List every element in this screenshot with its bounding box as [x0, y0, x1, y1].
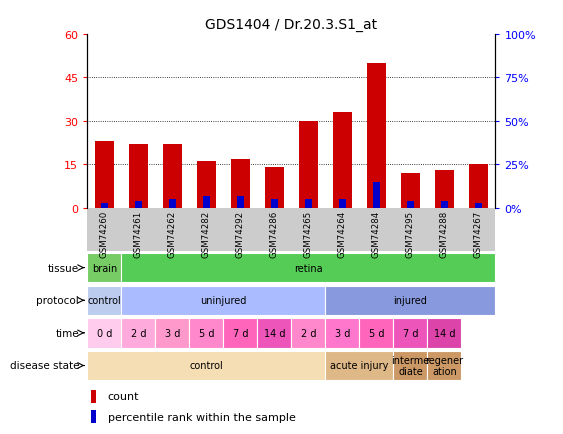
Text: 2 d: 2 d [131, 328, 146, 338]
Bar [406, 201, 414, 208]
Bar [427, 351, 462, 380]
Bar [91, 390, 96, 403]
Bar [121, 286, 325, 315]
Bar [394, 319, 427, 348]
Bar [401, 174, 420, 208]
Text: GSM74260: GSM74260 [100, 210, 109, 258]
Text: GSM74262: GSM74262 [168, 210, 177, 258]
Bar [236, 196, 244, 208]
Bar [87, 319, 121, 348]
Bar [168, 200, 176, 208]
Text: 5 d: 5 d [369, 328, 384, 338]
Text: 3 d: 3 d [164, 328, 180, 338]
Bar [325, 319, 359, 348]
Bar [271, 200, 278, 208]
Text: GSM74264: GSM74264 [338, 210, 347, 258]
Text: retina: retina [294, 263, 323, 273]
Bar [338, 200, 346, 208]
Text: GSM74288: GSM74288 [440, 210, 449, 258]
Title: GDS1404 / Dr.20.3.S1_at: GDS1404 / Dr.20.3.S1_at [205, 18, 377, 32]
Bar [87, 286, 121, 315]
Text: GSM74265: GSM74265 [304, 210, 313, 258]
Text: GSM74292: GSM74292 [236, 210, 245, 257]
Bar [163, 145, 182, 208]
Text: GSM74267: GSM74267 [474, 210, 483, 258]
Bar [299, 122, 318, 208]
Bar [373, 182, 380, 208]
Bar [325, 286, 495, 315]
Bar [441, 201, 448, 208]
Text: protocol: protocol [37, 296, 79, 306]
Bar [257, 319, 292, 348]
Text: 7 d: 7 d [403, 328, 418, 338]
Text: brain: brain [92, 263, 117, 273]
Text: uninjured: uninjured [200, 296, 247, 306]
Text: disease state: disease state [10, 361, 79, 371]
Bar [435, 171, 454, 208]
Bar [155, 319, 189, 348]
Text: tissue: tissue [48, 263, 79, 273]
Bar [427, 319, 462, 348]
Bar [224, 319, 257, 348]
Bar [91, 410, 96, 423]
Text: 5 d: 5 d [199, 328, 214, 338]
Text: count: count [108, 391, 139, 401]
Text: GSM74282: GSM74282 [202, 210, 211, 258]
Text: 0 d: 0 d [97, 328, 112, 338]
Bar [305, 200, 312, 208]
Text: time: time [56, 328, 79, 338]
Bar [121, 319, 155, 348]
Text: GSM74284: GSM74284 [372, 210, 381, 258]
Text: GSM74295: GSM74295 [406, 210, 415, 257]
Text: interme
diate: interme diate [391, 355, 430, 376]
Bar [292, 319, 325, 348]
Text: percentile rank within the sample: percentile rank within the sample [108, 412, 296, 421]
Text: control: control [87, 296, 121, 306]
Text: GSM74261: GSM74261 [134, 210, 143, 258]
Text: 3 d: 3 d [334, 328, 350, 338]
Bar [87, 253, 121, 283]
Bar [129, 145, 148, 208]
Text: injured: injured [394, 296, 427, 306]
Bar [359, 319, 394, 348]
Text: 14 d: 14 d [434, 328, 455, 338]
Bar [95, 142, 114, 208]
Text: 14 d: 14 d [263, 328, 285, 338]
Bar [203, 196, 210, 208]
Bar [231, 159, 249, 208]
Text: 7 d: 7 d [233, 328, 248, 338]
Bar [475, 203, 482, 208]
Text: acute injury: acute injury [330, 361, 388, 371]
Text: GSM74286: GSM74286 [270, 210, 279, 258]
Text: 2 d: 2 d [301, 328, 316, 338]
Bar [325, 351, 394, 380]
Bar [189, 319, 224, 348]
Bar [135, 201, 142, 208]
Text: regener
ation: regener ation [426, 355, 463, 376]
Bar [333, 113, 352, 208]
Bar [367, 64, 386, 208]
Bar [469, 165, 488, 208]
Bar [394, 351, 427, 380]
Bar [101, 203, 108, 208]
Bar [87, 351, 325, 380]
Bar [265, 168, 284, 208]
Text: control: control [189, 361, 223, 371]
Bar [197, 162, 216, 208]
